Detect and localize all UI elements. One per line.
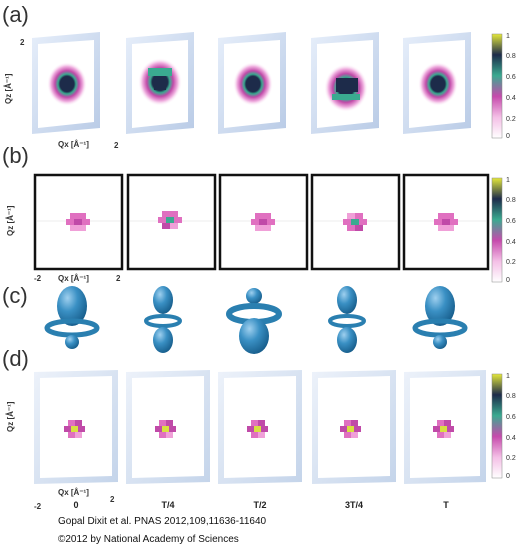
colorbar-d-tick-0.6: 0.6 [506,414,516,421]
panel-label-d: (d) [2,346,29,371]
citation-text: Gopal Dixit et al. PNAS 2012,109,11636-1… [58,516,267,527]
row-a-patterns [32,32,471,134]
colorbar-b-tick-0.2: 0.2 [506,259,516,266]
frame-d-0 [34,370,118,484]
orbital-t2 [226,288,282,354]
frame-a-t2 [218,32,286,134]
frame-a-3t4 [311,32,379,134]
colorbar-b-tick-1: 1 [506,177,510,184]
panel-label-a: (a) [2,2,29,27]
colorbar-d-tick-0.4: 0.4 [506,435,516,442]
frame-b-3t4 [310,173,401,271]
colorbar-b-tick-0.6: 0.6 [506,218,516,225]
axis-label-qx-b: Qx [Å⁻¹] [58,274,89,283]
frame-d-t2 [218,370,302,484]
frame-d-t4 [126,370,210,484]
orbital-0 [44,286,100,349]
colorbar-d [491,373,503,479]
time-label-0: 0 [73,500,79,510]
frame-d-3t4 [312,370,396,484]
tick-label-b-right: 2 [116,274,121,283]
colorbar-b-tick-0.8: 0.8 [506,197,516,204]
tick-label-d-right: 2 [110,495,115,504]
tick-label-b-left: -2 [34,274,42,283]
orbital-3t4 [328,286,366,353]
colorbar-d-tick-1: 1 [506,373,510,380]
colorbar-d-tick-0: 0 [506,473,510,480]
orbital-t4 [144,286,182,353]
colorbar-a-tick-1: 1 [506,33,510,40]
copyright-text: ©2012 by National Academy of Sciences [58,534,239,545]
frame-d-t [404,370,486,484]
axis-label-qx-a: Qx [Å⁻¹] [58,140,89,149]
time-label-t2: T/2 [253,500,267,510]
panel-label-c: (c) [2,283,28,308]
tick-label-d-left: -2 [34,502,42,511]
colorbar-a [491,33,503,139]
colorbar-a-tick-0.4: 0.4 [506,95,516,102]
frame-b-0 [33,173,124,271]
frame-b-t [402,173,490,271]
tick-label-a-right: 2 [114,141,119,150]
axis-label-qx-d: Qx [Å⁻¹] [58,488,89,497]
frame-a-0 [32,32,100,134]
time-label-3t4: 3T/4 [344,500,363,510]
colorbar-d-tick-0.2: 0.2 [506,455,516,462]
frame-b-t4 [126,173,217,271]
colorbar-b-tick-0: 0 [506,277,510,284]
tick-label-a-top: 2 [20,38,25,47]
colorbar-d-tick-0.8: 0.8 [506,393,516,400]
panel-label-b: (b) [2,143,29,168]
row-d-patterns [34,370,486,484]
colorbar-a-tick-0.2: 0.2 [506,116,516,123]
colorbar-a-tick-0.6: 0.6 [506,74,516,81]
row-c-orbitals [44,286,468,354]
time-label-t: T [443,500,449,510]
frame-a-t [403,32,471,134]
frame-b-t2 [218,173,309,271]
colorbar-a-tick-0: 0 [506,133,510,140]
orbital-t [412,286,468,349]
colorbar-b [491,177,503,283]
row-b-patterns [33,173,490,271]
colorbar-b-tick-0.4: 0.4 [506,239,516,246]
colorbar-a-tick-0.8: 0.8 [506,53,516,60]
time-label-t4: T/4 [161,500,175,510]
frame-a-t4 [126,32,194,134]
